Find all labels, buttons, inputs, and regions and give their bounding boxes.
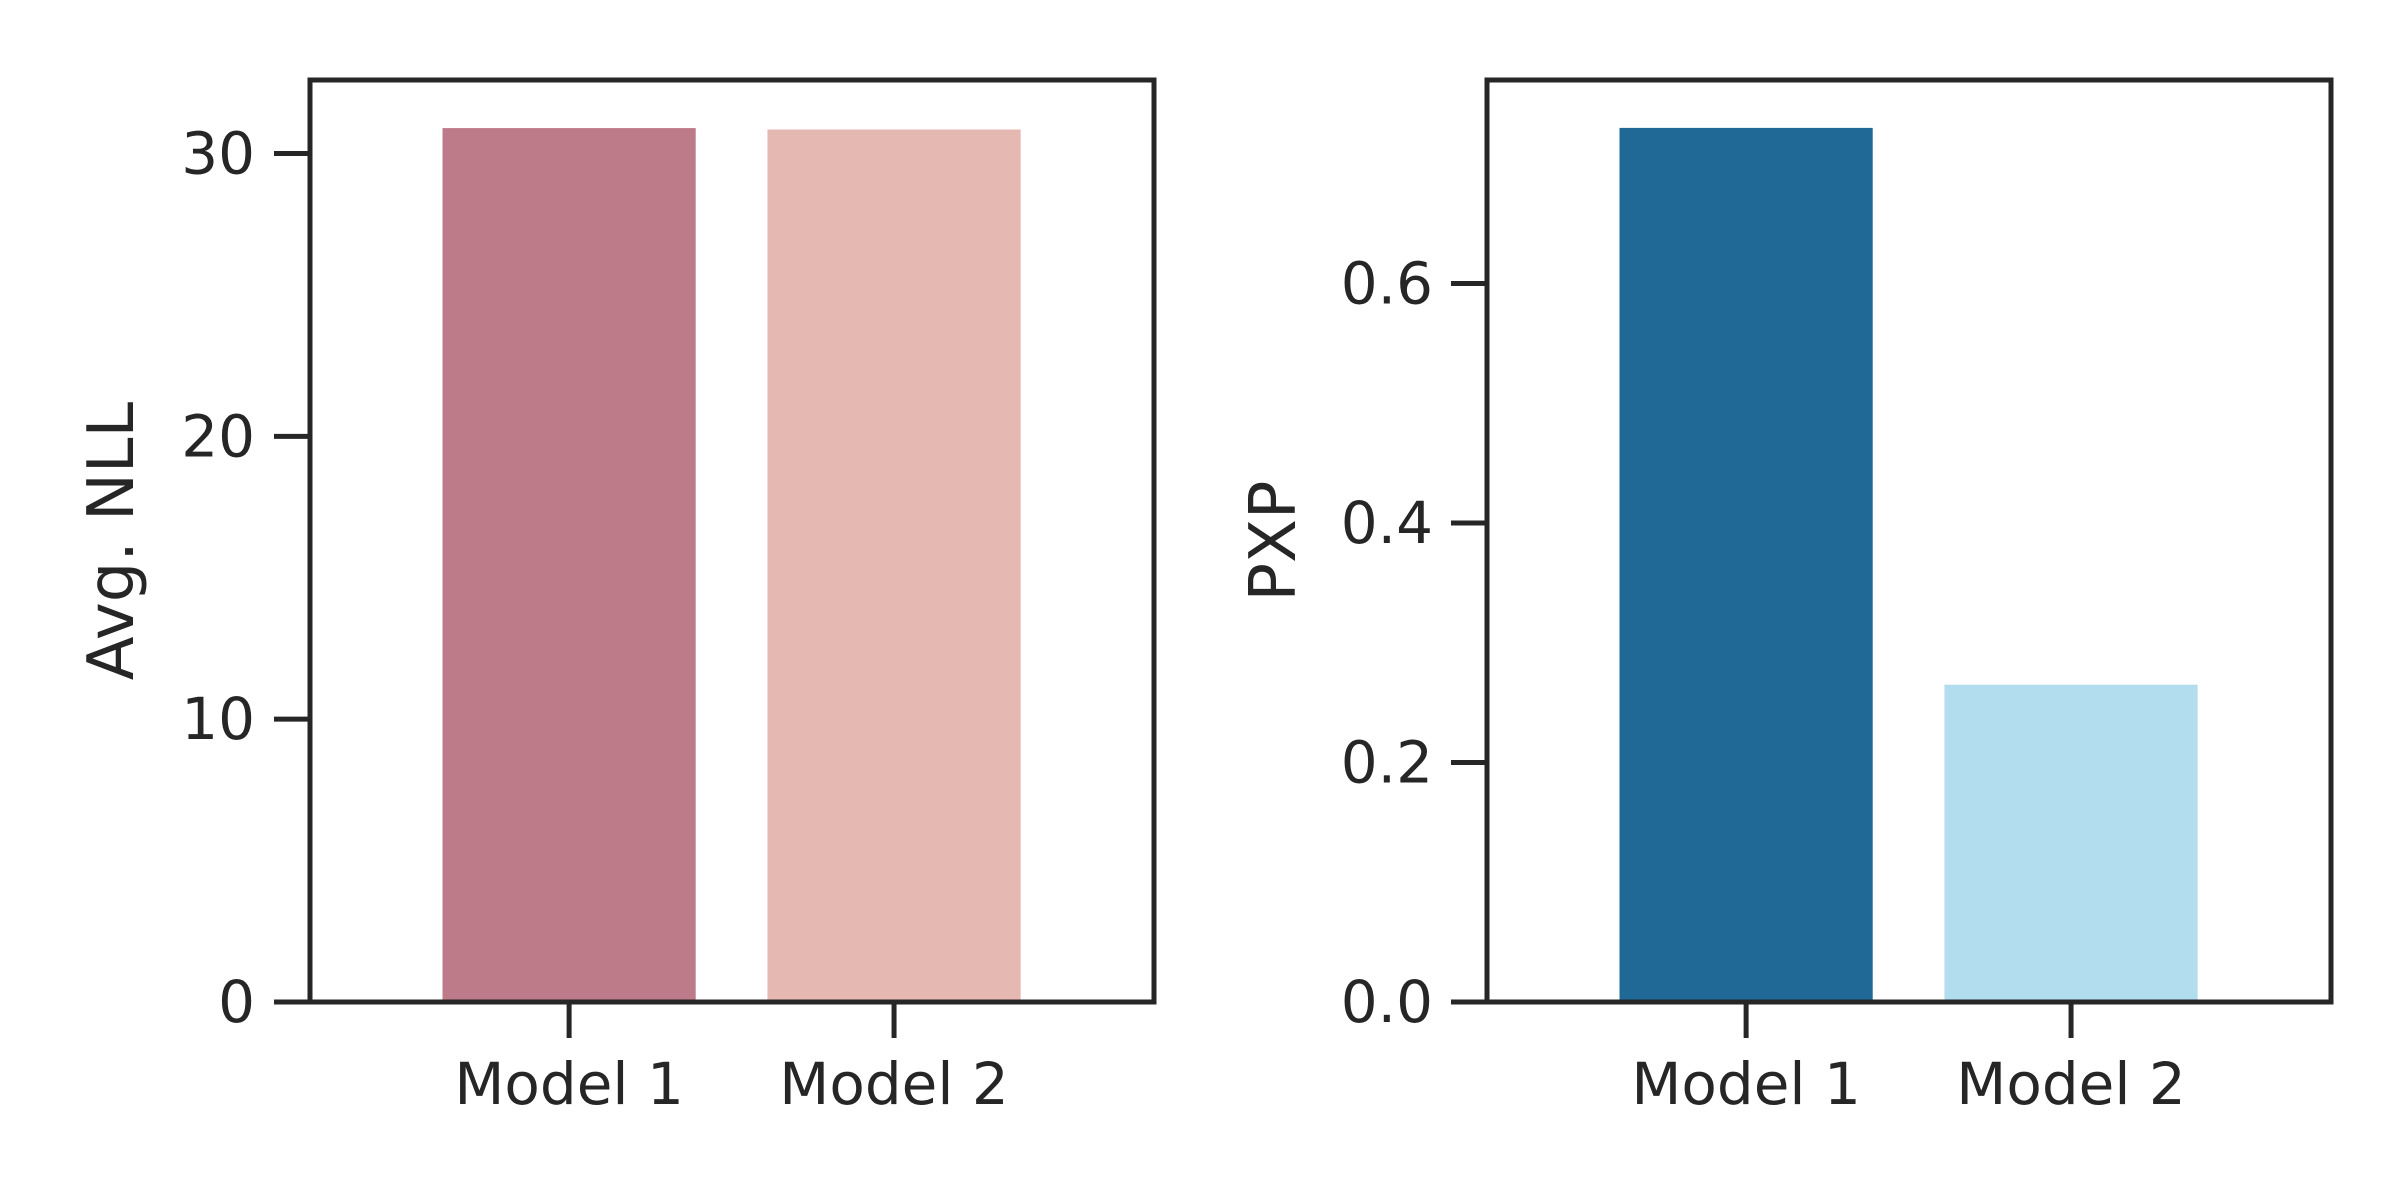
y-tick-label: 10 — [181, 685, 255, 753]
x-tick-label: Model 2 — [1956, 1050, 2185, 1118]
y-tick-label: 0.2 — [1341, 729, 1433, 797]
chart-panel-2: 0.0 0.2 0.4 0.6 Model 1 Model 2 PXP — [1237, 77, 2334, 1118]
y-tick-label: 0 — [218, 968, 255, 1036]
x-tick-label: Model 1 — [454, 1050, 683, 1118]
chart-panel-1: 0 10 20 30 Model 1 Model 2 Avg. NLL — [75, 77, 1157, 1118]
axes-frame — [307, 77, 1157, 1005]
y-tick-label: 0.6 — [1341, 250, 1433, 318]
bar-model-2 — [1944, 684, 2198, 1002]
y-tick-label: 20 — [181, 402, 255, 470]
bar-model-1 — [1619, 127, 1873, 1002]
y-tick-label: 30 — [181, 120, 255, 188]
y-tick-label: 0.0 — [1341, 968, 1433, 1036]
y-tick-label: 0.4 — [1341, 489, 1433, 557]
bar-model-1 — [442, 128, 696, 1002]
y-axis-label: PXP — [1237, 480, 1311, 601]
x-tick-label: Model 2 — [779, 1050, 1008, 1118]
y-axis-label: Avg. NLL — [75, 401, 149, 680]
axes-frame — [1484, 77, 2334, 1005]
x-tick-label: Model 1 — [1631, 1050, 1860, 1118]
bar-model-2 — [767, 129, 1021, 1002]
